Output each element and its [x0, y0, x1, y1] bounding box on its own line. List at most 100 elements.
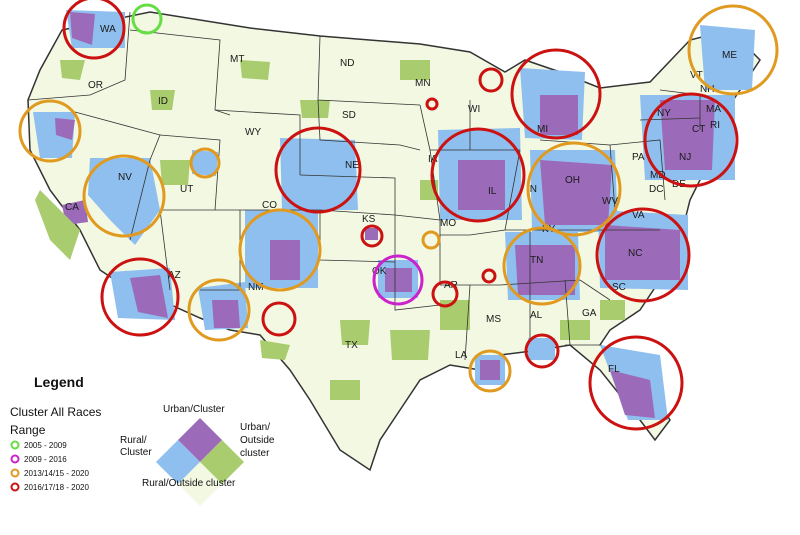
- legend-range-marker: [10, 454, 20, 464]
- urban-cluster-region: [660, 100, 715, 170]
- urban-cluster-region: [365, 228, 378, 240]
- legend-diamond-right-label: Urban/: [240, 422, 270, 433]
- state-label-dc: DC: [649, 184, 663, 195]
- range-circle-2016-2020: [274, 126, 362, 214]
- range-circle-2013-2020: [189, 147, 221, 179]
- state-label-mi: MI: [537, 124, 548, 135]
- range-circle-2016-2020: [100, 257, 180, 337]
- rural-cluster-region: [88, 158, 160, 245]
- state-label-nv: NV: [118, 172, 132, 183]
- state-label-me: ME: [722, 50, 737, 61]
- legend-range-heading: Range: [10, 423, 46, 437]
- legend-title: Legend: [34, 374, 84, 390]
- range-circle-2013-2020: [687, 4, 779, 96]
- range-circle-2016-2020: [588, 335, 684, 431]
- state-label-tx: TX: [345, 340, 358, 351]
- state-label-id: ID: [158, 96, 168, 107]
- urban-outside-region: [160, 160, 190, 185]
- range-circle-2016-2020: [595, 207, 691, 303]
- range-circle-2016-2020: [62, 0, 126, 60]
- legend-range-marker: [10, 482, 20, 492]
- range-circle-2016-2020: [261, 301, 297, 337]
- range-circle-2013-2020: [18, 99, 82, 163]
- state-label-ct: CT: [692, 124, 705, 135]
- range-circle-2016-2020: [431, 280, 459, 308]
- state-label-co: CO: [262, 200, 277, 211]
- range-circle-2016-2020: [510, 48, 602, 140]
- state-label-ms: MS: [486, 314, 501, 325]
- range-circle-2013-2020: [238, 208, 322, 292]
- state-label-wi: WI: [468, 104, 480, 115]
- urban-outside-region: [330, 380, 360, 400]
- urban-cluster-region: [385, 268, 412, 292]
- state-label-nm: NM: [248, 282, 264, 293]
- urban-cluster-region: [130, 275, 168, 318]
- legend-range-label: 2005 - 2009: [24, 441, 67, 450]
- urban-outside-region: [300, 100, 330, 118]
- urban-cluster-region: [610, 370, 655, 418]
- range-circle-2013-2020: [82, 154, 166, 238]
- state-label-nj: NJ: [679, 152, 691, 163]
- legend-range-marker: [10, 468, 20, 478]
- urban-outside-region: [340, 320, 370, 345]
- legend-diamond-left-label: Rural/: [120, 435, 147, 446]
- state-label-tn: TN: [530, 255, 543, 266]
- state-label-mn: MN: [415, 78, 431, 89]
- state-label-ia: IA: [428, 154, 438, 165]
- state-label-nh: NH: [700, 84, 714, 95]
- state-label-in: IN: [527, 184, 537, 195]
- rural-cluster-region: [700, 25, 755, 90]
- range-circle-2016-2020: [430, 127, 526, 223]
- state-borders: [27, 11, 701, 361]
- urban-cluster-region: [458, 160, 505, 210]
- state-label-ma: MA: [706, 104, 721, 115]
- state-labels: WA OR ID MT WY ND SD NE CA NV UT CO AZ N…: [65, 24, 737, 375]
- state-label-ca: CA: [65, 202, 79, 213]
- range-circle-2016-2020: [481, 268, 497, 284]
- rural-cluster-region: [528, 338, 555, 360]
- urban-outside-cluster-regions: [35, 60, 625, 400]
- state-label-ga: GA: [582, 308, 597, 319]
- state-label-wv: WV: [602, 196, 618, 207]
- urban-cluster-region: [55, 118, 75, 140]
- state-label-il: IL: [488, 186, 497, 197]
- range-circles: [18, 0, 779, 431]
- state-label-al: AL: [530, 310, 543, 321]
- urban-cluster-region: [540, 95, 578, 135]
- legend-diamond-right-label: cluster: [240, 448, 270, 459]
- urban-outside-region: [600, 300, 625, 320]
- state-label-nd: ND: [340, 58, 354, 69]
- state-label-md: MD: [650, 170, 666, 181]
- state-label-oh: OH: [565, 175, 580, 186]
- urban-cluster-region: [212, 300, 240, 328]
- legend-diamond-left-label: Cluster: [120, 447, 152, 458]
- legend-range-label: 2013/14/15 - 2020: [24, 469, 89, 478]
- state-label-pa: PA: [632, 152, 645, 163]
- urban-outside-region: [390, 330, 430, 360]
- range-circle-2013-2020: [421, 230, 441, 250]
- legend-range-marker: [10, 440, 20, 450]
- range-circle-2016-2020: [478, 67, 504, 93]
- state-label-va: VA: [632, 210, 645, 221]
- range-circle-2016-2020: [524, 333, 560, 369]
- rural-cluster-region: [280, 138, 358, 210]
- range-circle-2016-2020: [425, 97, 439, 111]
- urban-cluster-region: [605, 225, 680, 280]
- state-label-fl: FL: [608, 364, 620, 375]
- urban-cluster-region: [515, 245, 575, 295]
- state-label-sd: SD: [342, 110, 356, 121]
- state-label-wy: WY: [245, 127, 261, 138]
- state-label-wa: WA: [100, 24, 116, 35]
- legend-subtitle: Cluster All Races: [10, 405, 101, 419]
- state-label-mo: MO: [440, 218, 456, 229]
- state-label-or: OR: [88, 80, 103, 91]
- legend-diamond-rural-outside: [178, 462, 222, 506]
- legend-diamond-right-label: Outside: [240, 435, 275, 446]
- range-circle-2005-2009: [131, 3, 163, 35]
- urban-cluster-region: [480, 360, 500, 380]
- legend-range-label: 2009 - 2016: [24, 455, 67, 464]
- map-legend: Legend Cluster All Races Range 2005 - 20…: [10, 374, 275, 506]
- state-label-ar: AR: [444, 280, 458, 291]
